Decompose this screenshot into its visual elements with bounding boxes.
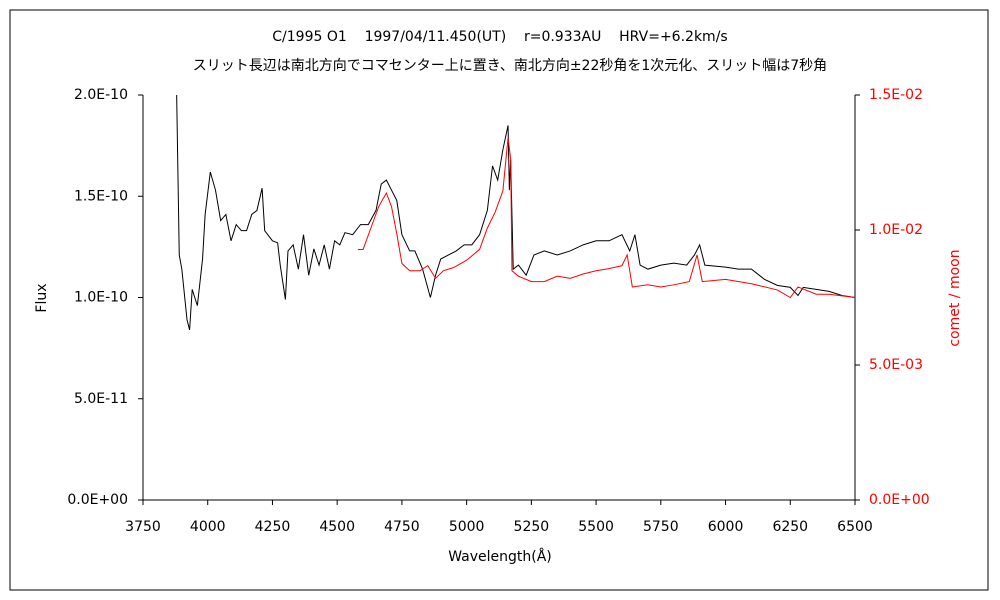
y2-axis-title: comet / moon xyxy=(947,249,963,346)
x-tick-label: 6250 xyxy=(772,519,808,535)
data-line xyxy=(357,137,855,299)
y2-tick-label: 0.0E+00 xyxy=(869,492,930,508)
y2-tick-label: 1.5E-02 xyxy=(869,87,923,103)
x-tick-label: 5500 xyxy=(578,519,614,535)
y-tick-label: 1.5E-10 xyxy=(74,188,128,204)
y-tick-label: 0.0E+00 xyxy=(67,492,128,508)
x-tick-label: 5750 xyxy=(643,519,679,535)
y-tick-label: 1.0E-10 xyxy=(74,290,128,306)
x-tick-label: 5000 xyxy=(449,519,485,535)
x-tick-label: 4500 xyxy=(319,519,355,535)
plot-area xyxy=(176,95,855,331)
y2-tick-label: 5.0E-03 xyxy=(869,357,923,373)
chart-frame xyxy=(9,9,989,591)
x-tick-label: 3750 xyxy=(125,519,161,535)
y-tick-label: 2.0E-10 xyxy=(74,87,128,103)
chart-subtitle: スリット長辺は南北方向でコマセンター上に置き、南北方向±22秒角を1次元化、スリ… xyxy=(193,58,827,74)
y-axis-title: Flux xyxy=(34,283,50,312)
x-tick-label: 4000 xyxy=(190,519,226,535)
x-tick-label: 4750 xyxy=(384,519,420,535)
x-axis-title: Wavelength(Å) xyxy=(448,548,552,565)
x-tick-label: 4250 xyxy=(255,519,291,535)
y2-tick-label: 1.0E-02 xyxy=(869,222,923,238)
x-tick-label: 6000 xyxy=(708,519,744,535)
x-tick-label: 5250 xyxy=(514,519,550,535)
x-tick-label: 6500 xyxy=(837,519,873,535)
y-tick-label: 5.0E-11 xyxy=(74,391,128,407)
chart-title: C/1995 O1 1997/04/11.450(UT) r=0.933AU H… xyxy=(272,29,727,45)
